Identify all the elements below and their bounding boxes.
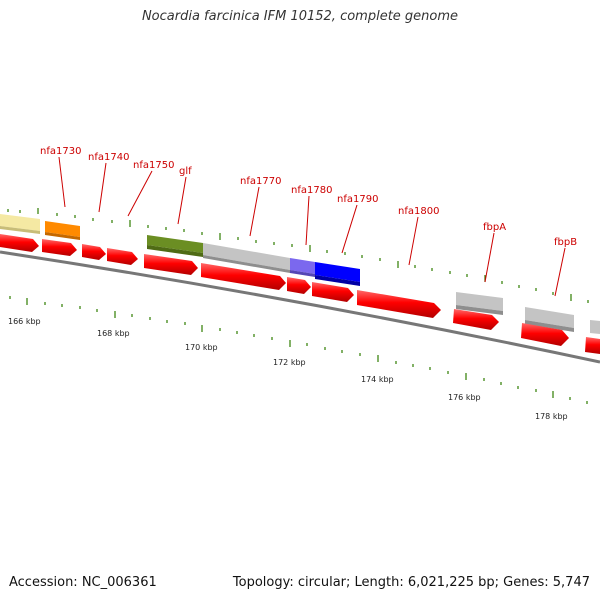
cds-arrow — [357, 290, 441, 318]
label-leaders — [58, 156, 566, 297]
gene-label-nfa1740: nfa1740 — [88, 152, 129, 163]
feature-gray-fbpA — [456, 292, 503, 311]
scale-label-174: 174 kbp — [361, 375, 394, 384]
gene-label-fbpB: fbpB — [554, 237, 577, 248]
scale-label-176: 176 kbp — [448, 393, 481, 402]
cds-arrow — [0, 234, 39, 252]
gene-label-nfa1730: nfa1730 — [40, 146, 81, 157]
scale-label-170: 170 kbp — [185, 343, 218, 352]
accession-text: Accession: NC_006361 — [9, 575, 157, 590]
gene-label-fbpA: fbpA — [483, 222, 506, 233]
gene-label-glf: glf — [179, 166, 192, 177]
scale-label-168: 168 kbp — [97, 329, 130, 338]
gene-label-nfa1750: nfa1750 — [133, 160, 174, 171]
feature-orange — [45, 221, 80, 237]
scale-label-178: 178 kbp — [535, 412, 568, 421]
cds-arrow — [521, 323, 569, 346]
cds-track — [0, 234, 600, 354]
feature-olive-glf — [147, 235, 203, 253]
feature-yellow — [0, 214, 40, 231]
feature-blue — [315, 262, 360, 282]
cds-arrow — [107, 248, 138, 265]
cds-arrow — [82, 244, 106, 260]
outer-track — [0, 214, 600, 334]
cds-arrow — [201, 263, 286, 290]
genome-title: Nocardia farcinica IFM 10152, complete g… — [141, 9, 459, 24]
cds-arrow — [144, 254, 198, 275]
cds-arrow — [312, 282, 354, 302]
gene-labels: nfa1730 nfa1740 nfa1750 glf nfa1770 nfa1… — [40, 146, 577, 248]
feature-gray-edge — [590, 320, 600, 334]
cds-arrow — [453, 309, 499, 330]
genome-summary: Topology: circular; Length: 6,021,225 bp… — [232, 575, 590, 590]
cds-arrow — [585, 337, 600, 354]
gene-label-nfa1770: nfa1770 — [240, 176, 281, 187]
scale-label-172: 172 kbp — [273, 358, 306, 367]
scale-labels: 166 kbp 168 kbp 170 kbp 172 kbp 174 kbp … — [8, 317, 568, 421]
feature-gray-1 — [203, 243, 290, 270]
scale-ticks — [9, 296, 588, 404]
scale-label-166: 166 kbp — [8, 317, 41, 326]
genome-backbone — [0, 250, 600, 364]
gene-label-nfa1800: nfa1800 — [398, 206, 439, 217]
cds-arrow — [287, 277, 311, 294]
gene-label-nfa1790: nfa1790 — [337, 194, 378, 205]
feature-purple — [290, 258, 315, 274]
cds-arrow — [42, 239, 77, 256]
feature-gray-fbpB — [525, 307, 574, 328]
gene-label-nfa1780: nfa1780 — [291, 185, 332, 196]
